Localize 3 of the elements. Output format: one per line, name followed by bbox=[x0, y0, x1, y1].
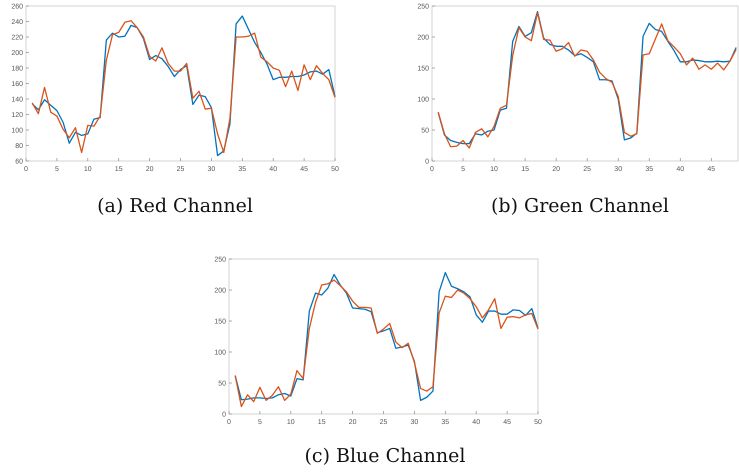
text: (a) Red Channel bbox=[97, 195, 253, 217]
text: (c) Blue Channel bbox=[304, 445, 466, 467]
text: (b) Green Channel bbox=[491, 195, 669, 217]
